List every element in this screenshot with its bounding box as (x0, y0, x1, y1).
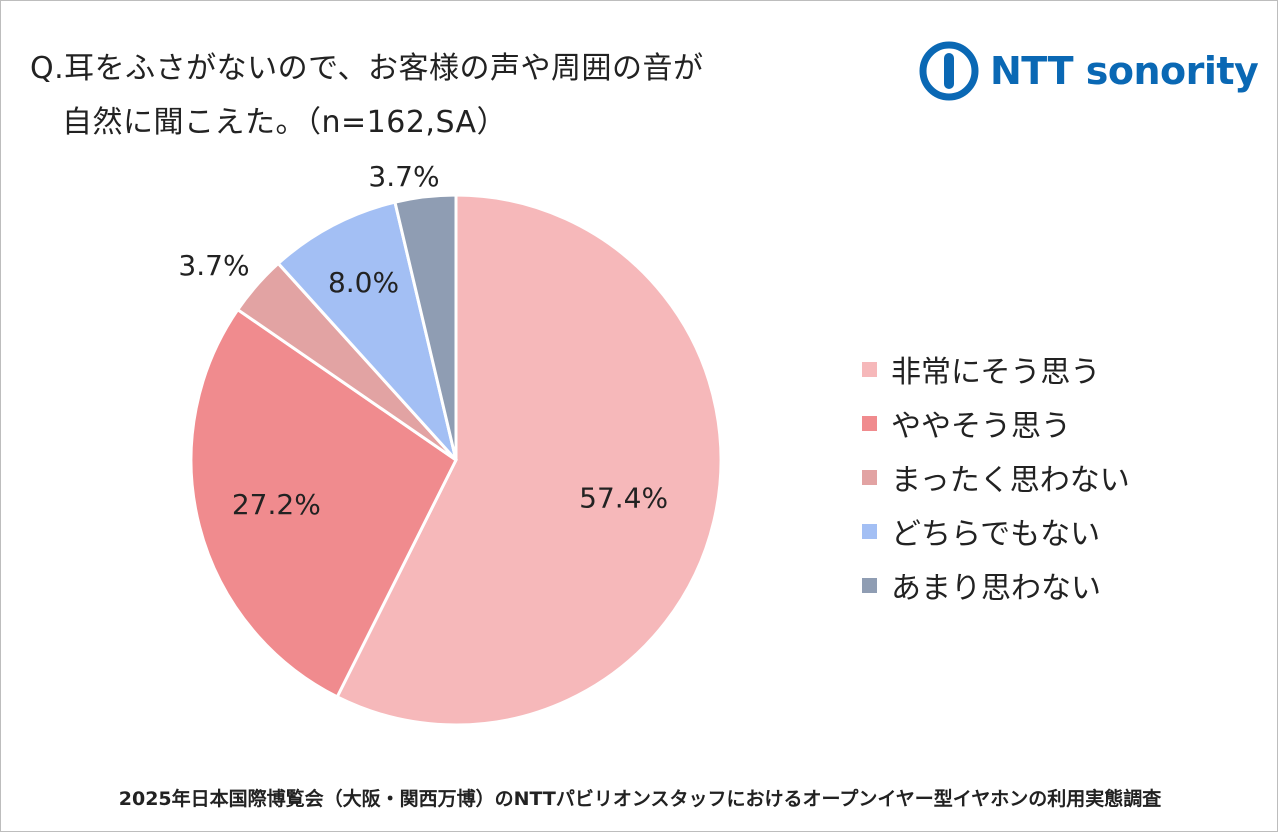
pie-slice (335, 193, 723, 727)
legend-item: まったく思わない (862, 450, 1130, 504)
legend-swatch (862, 469, 877, 485)
ntt-logo-icon (919, 41, 979, 101)
legend-item: あまり思わない (862, 558, 1130, 612)
slice-data-label: 3.7% (368, 160, 439, 193)
slice-data-label: 27.2% (232, 488, 321, 521)
pie-slice (189, 307, 458, 699)
legend-item: 非常にそう思う (862, 342, 1130, 396)
slice-data-label: 8.0% (328, 266, 399, 299)
slice-data-label: 3.7% (178, 249, 249, 282)
legend-label: どちらでもない (891, 517, 1101, 552)
slice-data-label: 57.4% (579, 482, 668, 515)
legend-item: ややそう思う (862, 396, 1130, 450)
legend-swatch (862, 415, 877, 431)
legend-label: まったく思わない (891, 463, 1130, 498)
question-line-2: 自然に聞こえた。（n=162,SA） (62, 105, 508, 140)
legend-label: 非常にそう思う (891, 355, 1101, 390)
legend-swatch (862, 361, 877, 377)
chart-title: Q.耳をふさがないので、お客様の声や周囲の音が 自然に聞こえた。（n=162,S… (30, 42, 703, 150)
legend-swatch (862, 577, 877, 593)
brand-logo: NTT sonority (918, 40, 1259, 102)
legend-item: どちらでもない (862, 504, 1130, 558)
legend-swatch (862, 523, 877, 539)
legend-label: ややそう思う (891, 409, 1071, 444)
pie-slice (276, 200, 458, 462)
chart-legend: 非常にそう思う ややそう思うまったく思わない どちらでもない あまり思わない (862, 342, 1130, 612)
brand-name: NTT sonority (990, 49, 1259, 93)
survey-source-footer: 2025年日本国際博覧会（大阪・関西万博）のNTTパビリオンスタッフにおけるオー… (118, 788, 1162, 810)
question-line-1: Q.耳をふさがないので、お客様の声や周囲の音が (30, 51, 704, 86)
pie-slice (393, 193, 458, 461)
legend-label: あまり思わない (891, 571, 1101, 606)
